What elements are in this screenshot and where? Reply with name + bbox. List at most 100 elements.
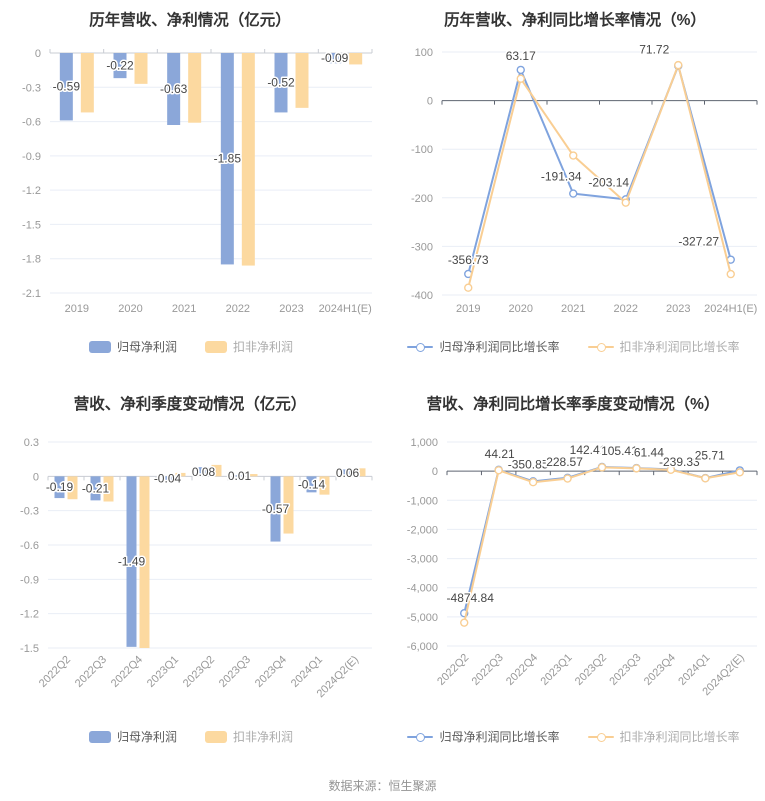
data-point: [621, 198, 630, 207]
y-axis-tick-label: 0: [432, 466, 438, 478]
legend-item-deducted-profit-growth[interactable]: 扣非净利润同比增长率: [587, 728, 740, 745]
y-axis-tick-label: -1.2: [20, 609, 39, 621]
point-value-label: -4874.84: [447, 591, 495, 605]
point-value-label: -239.33: [659, 455, 700, 469]
bar-2019: [80, 53, 94, 113]
bar-2022Q3: [90, 476, 101, 501]
legend-swatch-yellow-line: [587, 731, 614, 743]
y-axis-tick-label: -1.2: [22, 185, 41, 197]
x-axis-tick-label: 2023Q2: [181, 654, 217, 690]
chart-quarterly-profit: 营收、净利季度变动情况（亿元） 0.3 0 -0.3 -0.6 -0.9 -1.2 -1.5…: [0, 380, 382, 770]
bar-value-label: 0.01: [228, 469, 252, 483]
legend: 归母净利润同比增长率 扣非净利润同比增长率: [382, 728, 765, 745]
bar-2022Q2: [67, 476, 78, 500]
plot-area: 1,000 0 -1,000 -2,000 -3,000 -4,000 -5,000 -6,0…: [407, 437, 758, 698]
bar-value-label: -0.22: [106, 59, 134, 73]
y-axis-tick-label: -1.8: [22, 254, 41, 266]
chart-quarterly-profit-canvas: 营收、净利季度变动情况（亿元） 0.3 0 -0.3 -0.6 -0.9 -1.2 -1.5…: [20, 394, 373, 700]
bar-2024Q1: [319, 476, 330, 495]
data-point: [528, 478, 538, 487]
point-value-label: -203.14: [588, 175, 629, 189]
y-axis-tick-label: -0.3: [22, 82, 41, 94]
y-axis-tick-label: -4,000: [407, 583, 438, 595]
data-point: [632, 464, 641, 473]
bar-2020: [113, 53, 127, 79]
data-point: [569, 189, 578, 198]
y-axis-tick-label: -2,000: [407, 524, 438, 536]
bar-2023Q3: [247, 474, 258, 477]
bar-value-label: -0.04: [154, 472, 182, 486]
legend-swatch-blue: [88, 340, 111, 353]
bar-2022Q4: [126, 476, 137, 647]
x-axis-tick-label: 2024H1(E): [319, 303, 372, 315]
legend-swatch-yellow: [205, 730, 227, 743]
y-axis-tick-label: -400: [411, 290, 433, 302]
bar-2022: [220, 53, 234, 265]
x-axis-tick-label: 2024Q1: [289, 654, 325, 690]
point-value-label: -191.34: [541, 170, 582, 184]
legend-item-net-profit-growth[interactable]: 归母净利润同比增长率: [407, 728, 560, 745]
bar-value-label: -0.14: [298, 477, 326, 491]
legend-label: 扣非净利润: [233, 730, 294, 744]
bar-2023Q4: [270, 476, 281, 542]
bar-2021: [188, 53, 202, 123]
x-axis-tick-label: 2023Q3: [607, 652, 643, 688]
legend: 归母净利润 扣非净利润: [0, 338, 382, 355]
legend-item-deducted-profit[interactable]: 扣非净利润: [205, 728, 293, 745]
bar-2023: [295, 53, 309, 108]
legend-item-net-profit[interactable]: 归母净利润: [88, 728, 177, 745]
chart-annual-profit: 历年营收、净利情况（亿元） 0 -0.3 -0.6 -0.9 -1.2 -1.5 -1.8 -…: [0, 0, 382, 380]
bar-2023Q3: [234, 475, 245, 477]
bar-2023Q4: [283, 476, 294, 534]
x-axis-tick-label: 2022: [614, 303, 638, 315]
y-axis-tick-label: -0.6: [22, 117, 41, 129]
legend-item-net-profit[interactable]: 归母净利润: [88, 338, 177, 355]
point-value-label: 44.21: [485, 447, 515, 461]
y-axis-tick-label: 100: [415, 47, 433, 59]
legend-item-net-profit-growth[interactable]: 归母净利润同比增长率: [407, 338, 560, 355]
x-axis-tick-label: 2022Q3: [73, 654, 109, 690]
x-axis-tick-label: 2023: [666, 303, 690, 315]
chart-annual-profit-canvas: 历年营收、净利情况（亿元） 0 -0.3 -0.6 -0.9 -1.2 -1.5 -1.8 -…: [22, 10, 373, 315]
legend-item-deducted-profit-growth[interactable]: 扣非净利润同比增长率: [587, 338, 740, 355]
chart-quarterly-growth-canvas: 营收、净利同比增长率季度变动情况（%） 1,000 0 -1,000 -2,000 -3…: [407, 394, 758, 698]
chart-title: 营收、净利季度变动情况（亿元）: [74, 394, 307, 413]
point-value-label: 63.17: [506, 49, 536, 63]
x-axis-tick-label: 2022Q4: [109, 654, 145, 690]
x-axis-tick-label: 2019: [456, 303, 480, 315]
data-point: [597, 463, 607, 472]
x-axis-tick-label: 2020: [118, 303, 142, 315]
legend-label: 扣非净利润: [233, 340, 294, 354]
bar-2022Q3: [103, 476, 114, 502]
x-axis-tick-label: 2023: [279, 303, 303, 315]
bar-value-label: -0.19: [46, 480, 74, 494]
y-axis-tick-label: 0.3: [24, 437, 39, 449]
y-axis-tick-label: -0.9: [22, 151, 41, 163]
bar-2019: [59, 53, 73, 121]
data-point: [569, 151, 578, 160]
data-source-note: 数据来源：恒生聚源: [328, 779, 437, 793]
line-series-0: [463, 465, 741, 615]
x-axis-tick-label: 2022: [226, 303, 250, 315]
x-axis-tick-label: 2022Q2: [37, 654, 73, 690]
bar-2021: [167, 53, 181, 125]
data-point: [494, 466, 503, 475]
point-value-label: 61.44: [634, 445, 664, 459]
point-value-label: 25.71: [695, 448, 725, 462]
y-axis-tick-label: -6,000: [407, 641, 438, 653]
bar-value-label: -0.09: [321, 51, 349, 65]
bar-2020: [134, 53, 148, 84]
bar-2023Q2: [198, 467, 209, 477]
bar-value-label: -0.21: [82, 481, 110, 495]
y-axis-tick-label: -300: [411, 241, 433, 253]
plot-area: 100 0 -100 -200 -300 -400 2019 2020 2021 2022 2023…: [411, 41, 758, 315]
x-axis-tick-label: 2022Q4: [504, 652, 540, 688]
legend-item-deducted-profit[interactable]: 扣非净利润: [205, 338, 293, 355]
point-value-label: -327.27: [678, 235, 719, 249]
bar-2023Q1: [162, 476, 173, 481]
x-axis-tick-label: 2023Q1: [145, 654, 181, 690]
bar-2023Q2: [211, 464, 222, 477]
legend-label: 扣非净利润同比增长率: [619, 730, 740, 744]
bar-value-label: -1.85: [214, 152, 242, 166]
